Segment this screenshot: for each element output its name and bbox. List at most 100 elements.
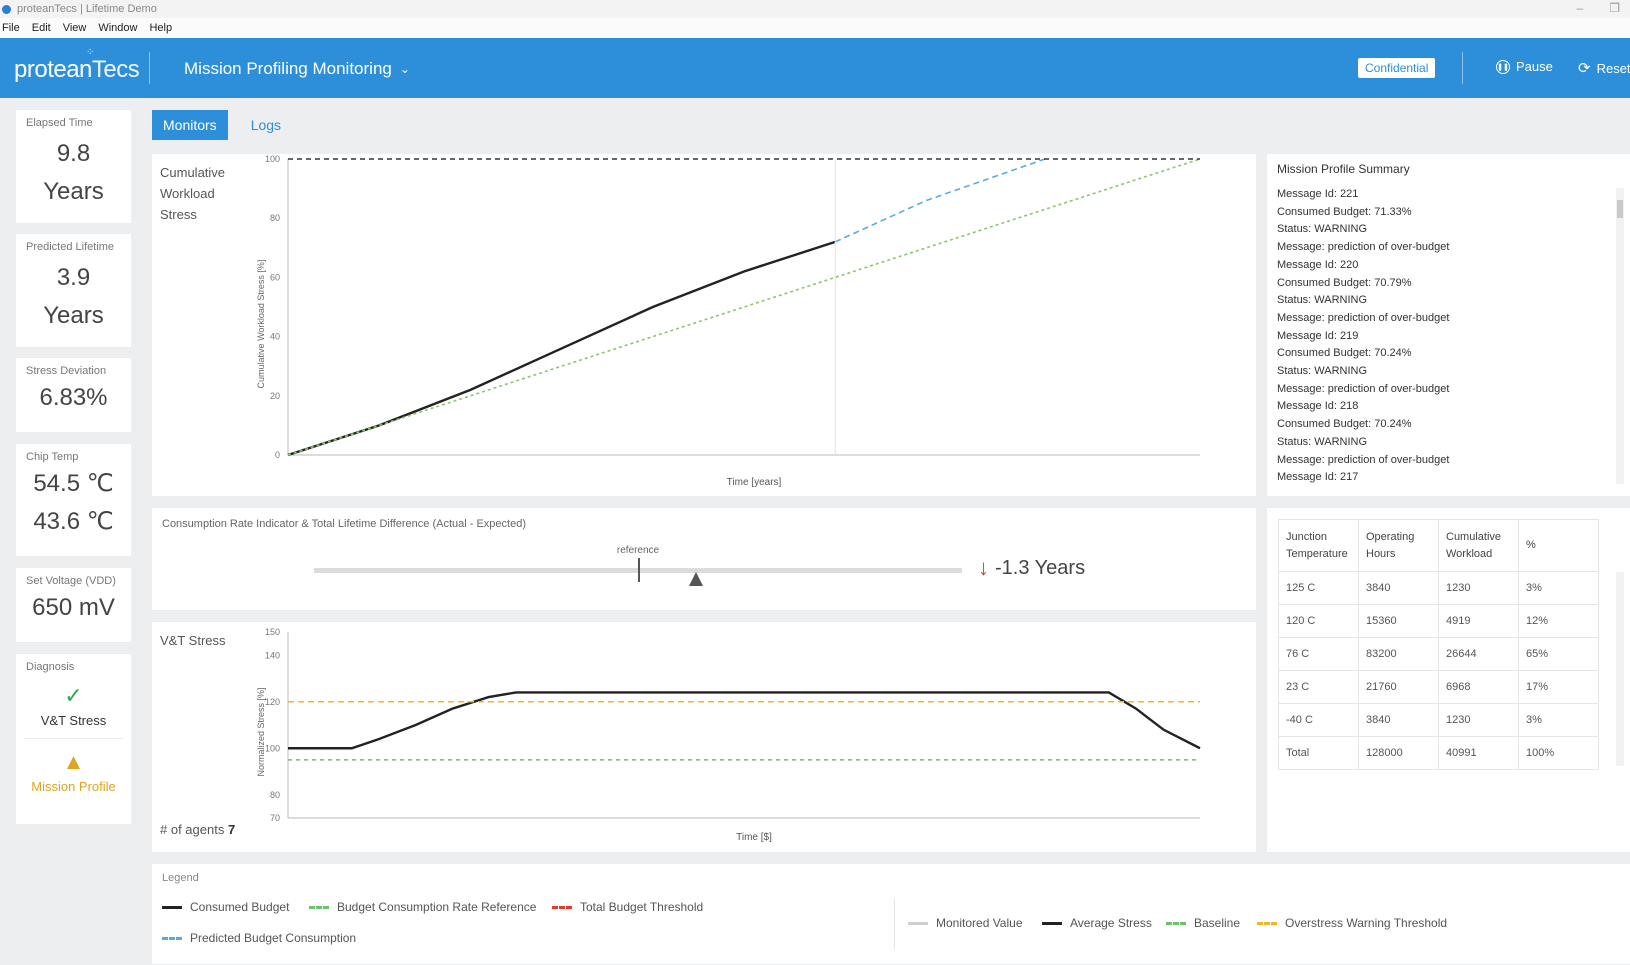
diagnosis-mission-profile[interactable]: ▲ Mission Profile	[16, 749, 131, 794]
logo-spark-icon: ⁘	[86, 47, 94, 58]
cumulative-workload-chart: Cumulative Workload Stress [%] Time [yea…	[256, 154, 1201, 488]
tab-logs[interactable]: Logs	[250, 117, 282, 133]
cumulative-workload-panel: Cumulative Workload Stress Cumulative Wo…	[152, 154, 1256, 496]
vt-title: V&T Stress	[160, 633, 226, 648]
vt-ylabel: Normalized Stress [%]	[256, 687, 266, 776]
window-titlebar: proteanTecs | Lifetime Demo – ❐	[0, 0, 1630, 18]
mission-profile-summary: Mission Profile Summary Message Id: 221 C…	[1267, 154, 1630, 496]
table-cell: 120 C	[1278, 604, 1359, 638]
table-row: 76 C 83200 26644 65%	[1278, 637, 1599, 671]
stress-deviation-value: 6.83%	[39, 384, 108, 411]
legend-overstress-threshold: Overstress Warning Threshold	[1257, 916, 1447, 930]
legend-swatch	[1257, 921, 1277, 925]
series-line-predicted-budget-consumption	[834, 158, 1046, 243]
chevron-down-icon: ⌄	[399, 62, 410, 76]
arrow-down-icon: ↓	[978, 555, 989, 580]
table-cell: 40991	[1438, 736, 1519, 770]
pause-button[interactable]: ❚❚ Pause	[1496, 59, 1553, 74]
y-tick-label: 100	[265, 154, 280, 164]
summary-scroll-thumb[interactable]	[1617, 200, 1623, 218]
table-row: 23 C 21760 6968 17%	[1278, 670, 1599, 704]
y-tick-label: 40	[270, 332, 280, 342]
brand-logo: proteanTecs ⁘	[14, 47, 140, 83]
legend-total-threshold: Total Budget Threshold	[552, 900, 703, 914]
table-header-cell: %	[1518, 519, 1599, 572]
table-header-cell: Operating Hours	[1358, 519, 1439, 572]
table-row: 125 C 3840 1230 3%	[1278, 571, 1599, 605]
table-row: -40 C 3840 1230 3%	[1278, 703, 1599, 737]
legend-title: Legend	[162, 872, 199, 884]
summary-line: Consumed Budget: 71.33%	[1277, 205, 1412, 218]
legend-swatch	[908, 921, 928, 925]
table-header-cell: Junction Temperature	[1278, 519, 1359, 572]
table-cell: 6968	[1438, 670, 1519, 704]
table-cell: 1230	[1438, 703, 1519, 737]
table-cell: 12%	[1518, 604, 1599, 638]
consumption-indicator-panel: Consumption Rate Indicator & Total Lifet…	[152, 508, 1256, 610]
reference-label: reference	[616, 545, 660, 556]
y-tick-label: 80	[270, 790, 280, 800]
table-cell: 15360	[1358, 604, 1439, 638]
menu-window[interactable]: Window	[98, 22, 138, 34]
series-line-budget-consumption-rate-reference	[287, 158, 1201, 456]
confidential-badge: Confidential	[1358, 58, 1436, 78]
summary-line: Message: prediction of over-budget	[1277, 453, 1450, 466]
window-title: proteanTecs | Lifetime Demo	[17, 3, 157, 15]
y-tick-label: 120	[265, 697, 280, 707]
summary-line: Message: prediction of over-budget	[1277, 382, 1450, 395]
app-icon	[2, 4, 11, 14]
reset-button[interactable]: ⟳ Reset	[1578, 60, 1630, 77]
diagnosis-vt-stress[interactable]: ✓ V&T Stress	[16, 683, 131, 728]
summary-line: Consumed Budget: 70.24%	[1277, 347, 1412, 360]
summary-line: Message Id: 217	[1277, 471, 1359, 484]
table-scrollbar[interactable]	[1616, 572, 1624, 766]
legend-panel: Legend Consumed Budget Budget Consumptio…	[152, 864, 1630, 964]
summary-line: Message Id: 220	[1277, 258, 1359, 271]
menu-help[interactable]: Help	[149, 22, 173, 34]
menu-file[interactable]: File	[2, 22, 20, 34]
summary-line: Status: WARNING	[1277, 294, 1368, 307]
header-divider	[149, 52, 150, 84]
minimize-icon[interactable]: –	[1576, 1, 1584, 15]
table-cell: 128000	[1358, 736, 1439, 770]
agents-count: # of agents 7	[160, 822, 236, 837]
page-title-dropdown[interactable]: Mission Profiling Monitoring ⌄	[184, 59, 410, 79]
lifetime-difference: ↓ -1.3 Years	[978, 555, 1086, 580]
menu-bar: File Edit View Window Help	[0, 18, 1630, 38]
summary-list[interactable]: Message Id: 221 Consumed Budget: 71.33% St…	[1267, 176, 1630, 487]
summary-scrollbar[interactable]	[1616, 188, 1624, 484]
cws-title: Cumulative Workload Stress	[160, 165, 226, 222]
junction-temperature-table: Junction Temperature Operating Hours Cumul…	[1278, 519, 1599, 770]
elapsed-time-value: 9.8	[56, 140, 91, 167]
predicted-lifetime-card: Predicted Lifetime 3.9 Years	[16, 234, 131, 347]
maximize-icon[interactable]: ❐	[1609, 1, 1620, 15]
summary-line: Status: WARNING	[1277, 365, 1368, 378]
summary-title: Mission Profile Summary	[1277, 162, 1410, 176]
table-cell: -40 C	[1278, 703, 1359, 737]
legend-swatch	[309, 905, 329, 909]
menu-edit[interactable]: Edit	[31, 22, 51, 34]
warning-icon: ▲	[62, 749, 85, 774]
table-cell: 26644	[1438, 637, 1519, 671]
reference-marker	[638, 558, 640, 582]
table-row: 120 C 15360 4919 12%	[1278, 604, 1599, 638]
legend-divider	[894, 898, 895, 950]
cws-xlabel: Time [years]	[727, 477, 782, 488]
app-header: proteanTecs ⁘ Mission Profiling Monitori…	[0, 38, 1630, 98]
y-tick-label: 0	[275, 450, 280, 460]
legend-monitored-value: Monitored Value	[908, 916, 1023, 930]
summary-line: Message: prediction of over-budget	[1277, 311, 1450, 324]
table-cell: 17%	[1518, 670, 1599, 704]
y-tick-label: 150	[265, 627, 280, 637]
chip-temp-value-1: 54.5 ℃	[33, 470, 114, 497]
summary-line: Message Id: 218	[1277, 400, 1359, 413]
y-tick-label: 60	[270, 272, 280, 282]
chip-temp-value-2: 43.6 ℃	[33, 508, 114, 535]
legend-average-stress: Average Stress	[1042, 916, 1152, 930]
series-line-average-stress	[288, 691, 1201, 750]
tab-monitors[interactable]: Monitors	[152, 110, 228, 140]
pause-icon: ❚❚	[1496, 59, 1510, 74]
menu-view[interactable]: View	[62, 22, 87, 34]
chip-temp-card: Chip Temp 54.5 ℃ 43.6 ℃	[16, 444, 131, 556]
table-cell: 100%	[1518, 736, 1599, 770]
